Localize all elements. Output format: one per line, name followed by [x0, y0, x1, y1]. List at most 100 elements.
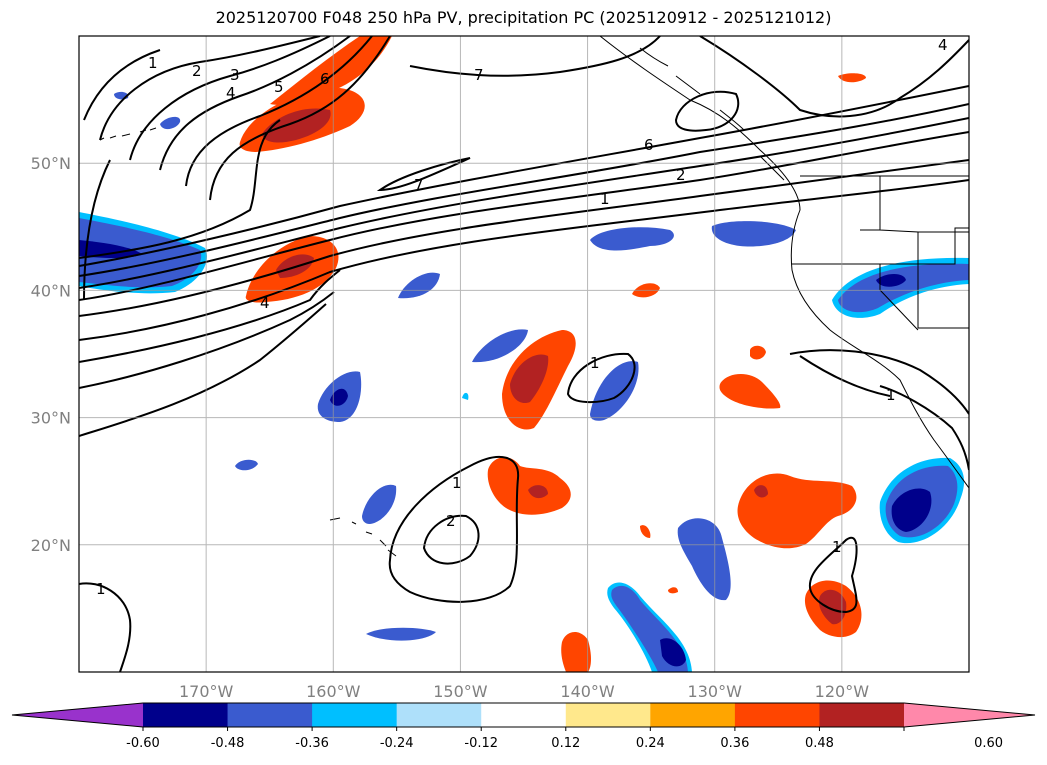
pos-anomaly-region-center-max	[510, 354, 549, 404]
neg-anomaly-region-small2	[235, 459, 258, 471]
latitude-tick-label: 50°N	[31, 154, 71, 173]
neg-anomaly-region-south-east	[677, 518, 731, 601]
pv-contour-7-loop	[674, 90, 740, 132]
state-borders	[792, 176, 969, 331]
pos-anomaly-region-small-coast	[750, 345, 766, 360]
pv-label: 1	[452, 474, 462, 492]
colorbar-tick-label: 0.36	[720, 736, 749, 751]
colorbar-segment	[481, 703, 567, 727]
pv-contour-1-east	[789, 349, 969, 471]
colorbar-segment	[312, 703, 398, 727]
pv-label: 6	[320, 70, 330, 88]
neg-anomaly-region-west-central-max	[330, 388, 348, 406]
longitude-tick-label: 150°W	[433, 682, 488, 701]
longitude-tick-label: 170°W	[179, 682, 234, 701]
pv-contour-jet-4	[79, 85, 969, 267]
pv-label: 2	[446, 512, 456, 530]
colorbar-tick-label: -0.24	[380, 736, 414, 751]
pv-contour-3	[129, 36, 331, 161]
coastal-islands	[639, 47, 785, 181]
pv-contour-1-center	[566, 352, 636, 404]
pos-anomaly-region-south-center-max	[528, 485, 548, 499]
pv-contour-2	[99, 36, 321, 141]
pv-label: 3	[230, 66, 240, 84]
pv-label: 1	[148, 54, 158, 72]
colorbar-segment	[819, 703, 905, 727]
map-title: 2025120700 F048 250 hPa PV, precipitatio…	[215, 8, 832, 27]
pv-contour-7-north	[409, 36, 661, 77]
neg-anomaly-region-mid	[398, 272, 440, 299]
coastlines	[99, 36, 969, 557]
neg-anomaly-region-south	[366, 627, 436, 641]
colorbar-tick-label: 0.24	[636, 736, 665, 751]
neg-anomaly-region-coast-n	[711, 221, 796, 247]
map-frame	[78, 35, 970, 673]
neg-anomaly-region-hawaii-n	[362, 484, 397, 524]
latitude-tick-label: 30°N	[31, 409, 71, 428]
pv-label: 1	[832, 538, 842, 556]
north-america-coastline	[599, 36, 969, 489]
latitude-tick-label: 20°N	[31, 536, 71, 555]
pv-label: 2	[676, 166, 686, 184]
longitude-tick-label: 120°W	[815, 682, 870, 701]
pv-label: 1	[886, 386, 896, 404]
pv-contour-1-mexico	[808, 536, 858, 614]
pv-contour-1-sw	[79, 582, 132, 672]
pv-label: 5	[274, 78, 284, 96]
pv-contour-jet-2	[79, 117, 969, 289]
colorbar-segment	[565, 703, 651, 727]
colorbar-segment	[227, 703, 313, 727]
pos-anomaly-region-small-south	[640, 525, 651, 538]
pos-anomaly-region-southeast-max	[754, 485, 768, 498]
neg-anomaly-region-center	[472, 329, 528, 363]
pv-contour-jet-8	[79, 291, 335, 389]
neg-anomaly-region-south-long-max	[660, 638, 686, 667]
pv-contour-6	[209, 36, 391, 201]
pv-contour-jet-1	[79, 131, 969, 301]
pos-anomaly-region-nw-band	[270, 36, 392, 106]
pv-contour-jet-6	[79, 179, 969, 341]
pv-label: 7	[414, 176, 424, 194]
pos-anomaly-region-south-small	[561, 631, 591, 672]
neg-anomaly-region-baja-max	[891, 488, 932, 532]
pos-anomaly-region-east-mid	[719, 373, 781, 409]
neg-anomaly-region-california-core	[838, 263, 969, 313]
colorbar-segment	[734, 703, 820, 727]
pv-contour-jet-9	[79, 303, 327, 437]
pv-contour-jet-3	[79, 103, 969, 277]
pv-contour-5	[185, 36, 373, 187]
colorbar-tick-label: -0.60	[126, 736, 160, 751]
colorbar-tick-label: -0.12	[464, 736, 498, 751]
neg-anomaly-region-small1	[462, 392, 469, 400]
neg-anomaly-region-california-max	[876, 274, 906, 287]
pv-contour-7-west	[376, 157, 471, 192]
pv-label: 2	[192, 62, 202, 80]
latitude-tick-label: 40°N	[31, 281, 71, 300]
pv-contour-4	[159, 36, 351, 171]
colorbar-tick-label: 0.48	[805, 736, 834, 751]
colorbar-segment	[396, 703, 482, 727]
colorbar-extend-high	[904, 703, 1035, 727]
neg-anomaly-region-east-center	[590, 361, 639, 421]
pos-anomaly-region-nw-max	[262, 108, 331, 143]
pos-anomaly-region-south-center	[487, 457, 571, 515]
longitude-tick-label: 130°W	[688, 682, 743, 701]
pv-contour-1-east-inner	[799, 355, 891, 397]
pos-anomaly-region-mexico-max	[818, 589, 847, 625]
pv-label: 1	[96, 580, 106, 598]
hawaiian-islands	[329, 517, 397, 557]
positive-precip-shading	[239, 36, 866, 672]
neg-anomaly-region-west-max	[79, 240, 142, 258]
negative-precip-shading	[79, 91, 969, 672]
colorbar-tick-label: 0.60	[974, 736, 1003, 751]
colorbar: -0.60 -0.48 -0.36 -0.24 -0.12 0.12 0.24 0.36 0.4…	[11, 702, 1036, 751]
longitude-tick-label: 140°W	[560, 682, 615, 701]
pv-label: 6	[644, 136, 654, 154]
neg-anomaly-region-nw2	[160, 116, 181, 130]
pos-anomaly-region-small-south2	[668, 587, 678, 594]
pv-label: 1	[600, 190, 610, 208]
pv-contour-2-hawaii	[422, 514, 480, 565]
colorbar-segment	[650, 703, 736, 727]
pv-contour-west-col	[79, 119, 281, 259]
gridlines	[79, 36, 969, 672]
